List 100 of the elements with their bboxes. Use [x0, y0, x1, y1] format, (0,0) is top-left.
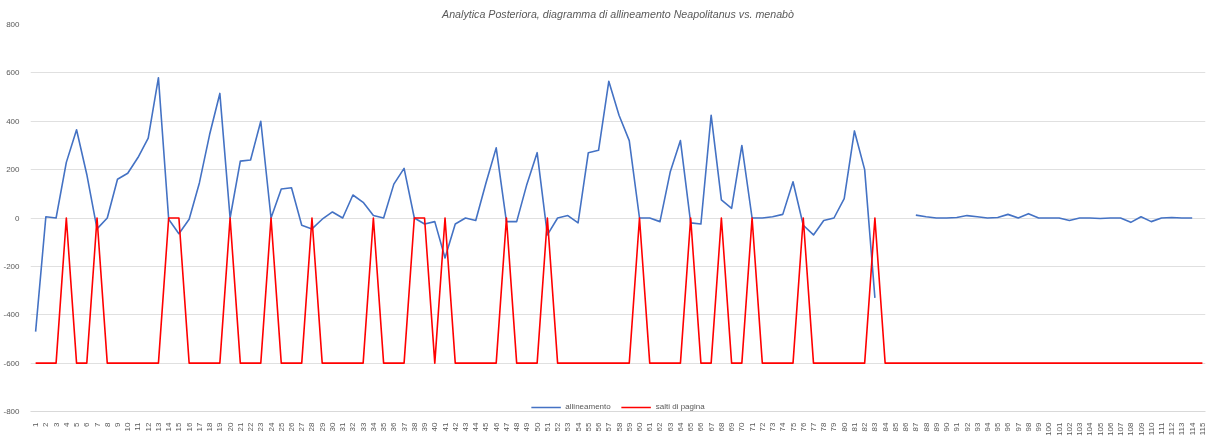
x-tick-label: 10: [123, 421, 133, 432]
x-tick-label: 89: [931, 421, 941, 432]
x-tick-label: 17: [194, 421, 204, 432]
x-tick-label: 36: [389, 421, 399, 432]
x-tick-label: 41: [440, 421, 450, 432]
x-tick-label: 86: [901, 421, 911, 432]
chart-title: Analytica Posteriora, diagramma di allineamento Neapolitanus vs. menabò: [441, 7, 794, 20]
x-tick-label: 47: [501, 421, 511, 432]
x-tick-label: 73: [768, 421, 778, 432]
x-tick-label: 63: [665, 421, 675, 432]
x-tick-label: 96: [1003, 421, 1013, 432]
x-tick-label: 54: [573, 421, 583, 432]
x-tick-label: 78: [819, 421, 829, 432]
x-tick-label: 61: [645, 421, 655, 432]
y-tick-label: -200: [3, 261, 21, 271]
x-tick-label: 22: [246, 421, 256, 432]
x-tick-label: 5: [72, 421, 82, 427]
legend-label: salti di pagina: [655, 402, 705, 411]
x-tick-label: 98: [1023, 421, 1033, 432]
y-tick-label: 600: [6, 68, 21, 78]
x-tick-label: 19: [215, 421, 225, 432]
x-tick-label: 18: [205, 421, 215, 432]
x-tick-label: 56: [594, 421, 604, 432]
x-tick-label: 103: [1075, 421, 1085, 436]
x-tick-label: 62: [655, 421, 665, 432]
x-tick-label: 101: [1054, 421, 1064, 436]
x-tick-label: 35: [379, 421, 389, 432]
x-tick-label: 115: [1197, 421, 1207, 436]
x-tick-label: 42: [450, 421, 460, 432]
y-tick-label: 400: [6, 116, 21, 126]
x-tick-label: 32: [348, 421, 358, 432]
x-tick-label: 67: [706, 421, 716, 432]
x-tick-label: 39: [420, 421, 430, 432]
x-tick-label: 71: [747, 421, 757, 432]
x-tick-label: 91: [952, 421, 962, 432]
x-tick-label: 87: [911, 421, 921, 432]
x-tick-label: 90: [942, 421, 952, 432]
x-tick-label: 4: [61, 421, 71, 427]
x-tick-label: 15: [174, 421, 184, 432]
x-tick-label: 70: [737, 421, 747, 432]
x-tick-label: 34: [368, 421, 378, 432]
x-tick-label: 16: [184, 421, 194, 432]
x-tick-label: 66: [696, 421, 706, 432]
y-tick-label: -600: [3, 358, 21, 368]
x-tick-label: 11: [133, 421, 143, 431]
x-tick-label: 24: [266, 421, 276, 432]
y-tick-label: -800: [3, 407, 21, 416]
x-tick-label: 38: [409, 421, 419, 432]
x-tick-label: 29: [317, 421, 327, 432]
x-tick-label: 8: [102, 421, 112, 427]
x-tick-label: 83: [870, 421, 880, 432]
x-tick-label: 113: [1177, 421, 1187, 436]
legend-label: allineamento: [565, 402, 611, 411]
x-tick-label: 74: [778, 421, 788, 432]
x-tick-label: 23: [256, 421, 266, 432]
x-tick-label: 107: [1116, 421, 1126, 436]
x-tick-label: 75: [788, 421, 798, 432]
x-tick-label: 50: [532, 421, 542, 432]
x-tick-label: 80: [839, 421, 849, 432]
x-tick-label: 37: [399, 421, 409, 432]
x-tick-label: 104: [1085, 421, 1095, 436]
x-tick-label: 28: [307, 421, 317, 432]
x-tick-label: 60: [634, 421, 644, 432]
x-tick-label: 114: [1187, 421, 1197, 436]
x-tick-label: 105: [1095, 421, 1105, 436]
x-tick-label: 112: [1167, 421, 1177, 436]
x-tick-label: 53: [563, 421, 573, 432]
x-tick-label: 27: [297, 421, 307, 432]
x-tick-label: 58: [614, 421, 624, 432]
x-tick-label: 110: [1146, 421, 1156, 436]
x-tick-label: 68: [716, 421, 726, 432]
x-tick-label: 6: [82, 421, 92, 427]
x-tick-label: 12: [143, 421, 153, 432]
x-tick-label: 106: [1105, 421, 1115, 436]
x-tick-label: 1: [31, 421, 41, 427]
x-tick-label: 48: [512, 421, 522, 432]
x-tick-label: 44: [471, 421, 481, 432]
x-tick-label: 99: [1034, 421, 1044, 432]
x-tick-label: 111: [1156, 421, 1166, 435]
y-tick-label: -400: [3, 310, 21, 320]
x-tick-label: 93: [972, 421, 982, 432]
x-tick-label: 49: [522, 421, 532, 432]
x-tick-label: 92: [962, 421, 972, 432]
x-tick-label: 95: [993, 421, 1003, 432]
x-tick-label: 85: [890, 421, 900, 432]
x-tick-label: 97: [1013, 421, 1023, 432]
x-tick-label: 9: [113, 421, 122, 427]
x-tick-label: 65: [686, 421, 696, 432]
y-tick-label: 200: [6, 165, 21, 175]
x-tick-label: 33: [358, 421, 368, 432]
x-tick-label: 14: [164, 421, 174, 432]
x-tick-label: 52: [553, 421, 563, 432]
x-tick-label: 57: [604, 421, 614, 432]
x-tick-label: 79: [829, 421, 839, 432]
x-tick-label: 82: [860, 421, 870, 432]
y-tick-label: 800: [6, 20, 21, 29]
x-tick-label: 51: [542, 421, 552, 432]
x-tick-label: 88: [921, 421, 931, 432]
x-tick-label: 20: [225, 421, 235, 432]
x-tick-label: 108: [1126, 421, 1136, 436]
